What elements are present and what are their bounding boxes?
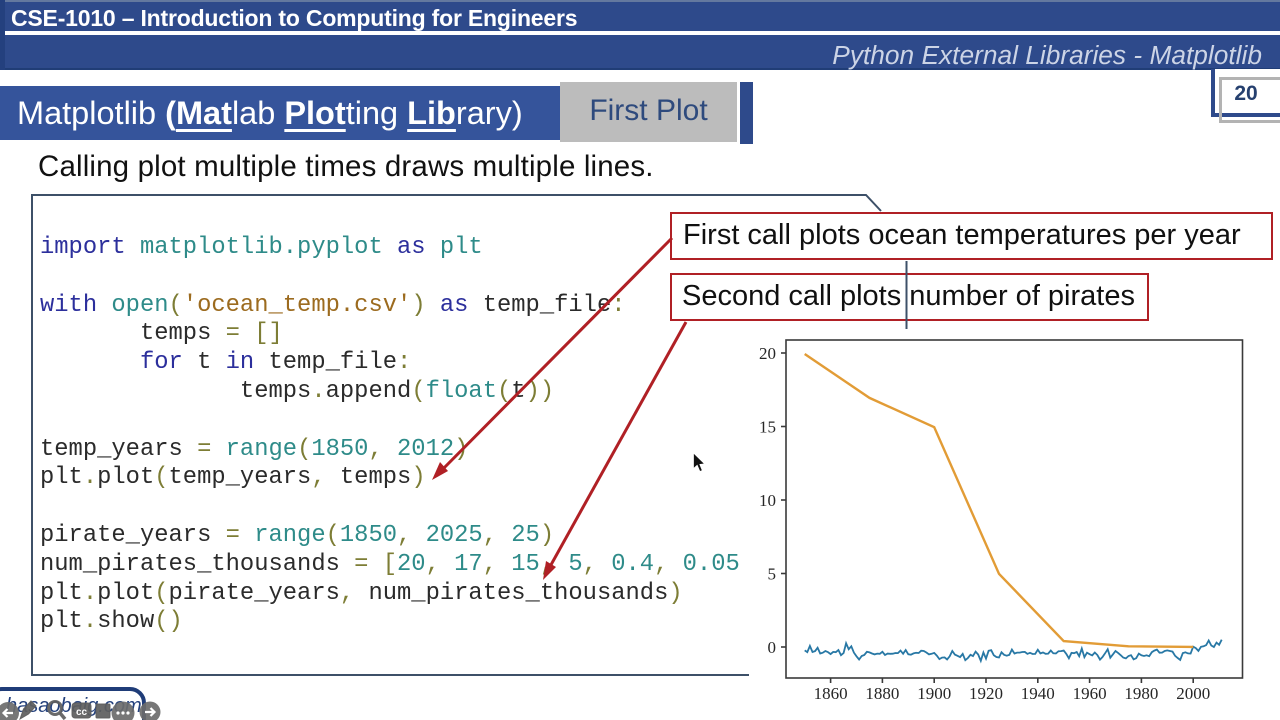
svg-text:5: 5: [768, 565, 777, 584]
svg-text:10: 10: [759, 491, 776, 510]
svg-text:0: 0: [768, 638, 777, 657]
svg-text:2000: 2000: [1176, 684, 1210, 703]
svg-text:1960: 1960: [1073, 684, 1107, 703]
svg-text:1900: 1900: [917, 684, 951, 703]
svg-text:15: 15: [759, 418, 776, 437]
svg-text:1880: 1880: [865, 684, 899, 703]
svg-text:1940: 1940: [1021, 684, 1055, 703]
svg-text:1860: 1860: [814, 684, 848, 703]
svg-text:20: 20: [759, 344, 776, 363]
svg-text:1980: 1980: [1124, 684, 1158, 703]
svg-text:cc: cc: [76, 707, 88, 718]
svg-text:1920: 1920: [969, 684, 1003, 703]
